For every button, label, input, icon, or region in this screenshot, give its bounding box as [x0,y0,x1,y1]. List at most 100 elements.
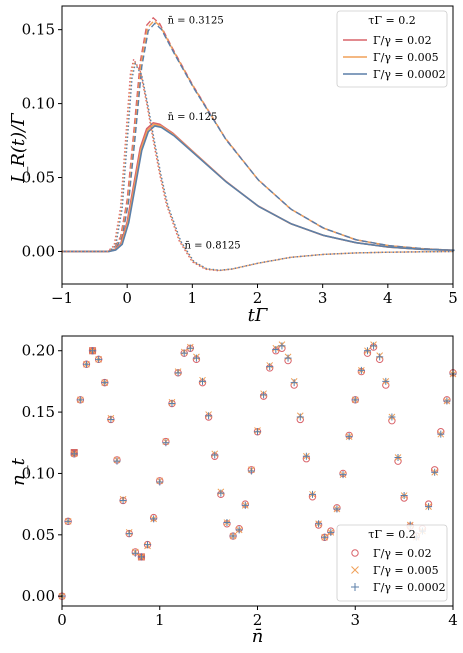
top-x-tick-label: 0 [122,289,132,307]
scatter-point-plus [437,430,445,438]
scatter-point-plus [357,366,365,374]
top-x-tick-label: 5 [448,289,458,307]
top-curve-1-series-3 [63,22,455,253]
bottom-x-tick-label: 3 [350,611,360,629]
scatter-point-plus [370,342,378,350]
bottom-legend-frame [336,524,448,602]
scatter-point-plus [388,413,396,421]
scatter-point-plus [443,397,451,405]
scatter-point-plus [131,549,139,557]
scatter-point-plus [278,342,286,350]
top-curve-annotation-2: n̄ = 0.125 [168,112,218,123]
bottom-x-tick-label: 2 [253,611,263,629]
top-legend-frame [336,10,448,88]
scatter-point-plus [290,379,298,387]
scatter-point-plus [321,533,329,541]
top-curve-2-series-2 [62,123,454,253]
scatter-point-plus [333,505,341,513]
bottom-y-axis-label: n_t [8,457,29,486]
top-x-tick-label: 4 [383,289,393,307]
scatter-point-plus [156,478,164,486]
top-legend-title: τΓ = 0.2 [368,14,415,27]
scatter-point-plus [223,519,231,527]
bottom-y-tick-label: 0.05 [22,526,55,544]
scatter-point-plus [64,517,72,525]
scatter-point-plus [205,412,213,420]
top-x-tick-label: 1 [188,289,198,307]
scatter-point-plus [394,454,402,461]
top-y-tick-label: 0.10 [22,95,55,113]
top-y-tick-label: 0.00 [22,242,55,260]
scatter-point-plus [431,468,439,476]
scatter-point-plus [180,349,188,357]
scatter-point-plus [382,377,390,385]
scatter-point-plus [125,530,133,538]
bottom-legend-label-3: Γ/γ = 0.0002 [373,581,446,594]
scatter-point-plus [137,553,145,561]
scatter-point-plus [266,363,274,371]
top-annotations: n̄ = 0.3125 n̄ = 0.125 n̄ = 0.8125 [168,16,241,252]
scatter-point-plus [89,347,97,355]
bottom-legend-label-1: Γ/γ = 0.02 [373,547,432,560]
scatter-point-plus [376,353,384,361]
scatter-point-plus [351,396,359,404]
scatter-point-plus [235,526,243,534]
bottom-x-tick-label: 0 [57,611,67,629]
bottom-y-tick-label: 0.10 [22,464,55,482]
top-curve-annotation-3: n̄ = 0.8125 [185,241,241,252]
top-legend-label-2: Γ/γ = 0.005 [373,51,439,64]
scatter-point-plus [144,541,152,549]
top-legend: τΓ = 0.2 Γ/γ = 0.02 Γ/γ = 0.005 Γ/γ = 0.… [336,10,448,88]
scatter-point-plus [296,413,304,421]
scatter-point-plus [168,400,176,407]
bottom-y-tick-label: 0.20 [22,342,55,360]
scatter-point-plus [284,354,292,362]
scatter-point-plus [400,492,408,500]
scatter-point-plus [260,391,268,399]
top-legend-label-3: Γ/γ = 0.0002 [373,68,446,81]
top-plot-marks [62,16,455,272]
bottom-x-axis-label: n̄ [252,626,264,647]
scatter-point-plus [113,457,121,465]
bottom-legend: τΓ = 0.2 Γ/γ = 0.02 Γ/γ = 0.005 Γ/γ = 0.… [336,524,448,602]
scatter-point-plus [211,451,219,459]
scatter-point-plus [302,452,310,460]
top-ticks: −1 0 1 2 3 4 5 0.00 0.05 0.10 0.15 [22,21,458,307]
scatter-point-plus [119,496,127,504]
top-curve-1-series-2 [62,19,454,253]
top-curve-annotation-1: n̄ = 0.3125 [168,16,224,27]
scatter-point-plus [95,355,103,363]
bottom-y-tick-label: 0.00 [22,587,55,605]
bottom-x-tick-label: 1 [155,611,165,629]
scatter-point-plus [363,347,371,355]
scatter-point-plus [70,450,78,458]
top-curve-2-series-1 [62,121,454,253]
scatter-point-plus [199,377,207,385]
scatter-point-plus [150,515,158,523]
bottom-ticks: 0 1 2 3 4 0.00 0.05 0.10 0.15 0.20 [22,342,458,629]
scatter-point-plus [272,346,280,353]
scatter-point-plus [229,532,237,540]
top-legend-label-1: Γ/γ = 0.02 [373,34,432,47]
top-x-tick-label: −1 [51,289,73,307]
scatter-point-plus [162,439,170,447]
top-y-axis-label: I_R(t)/Γ [8,112,29,184]
scatter-point-plus [217,489,225,497]
scatter-point-plus [425,503,433,511]
bottom-legend-title: τΓ = 0.2 [368,528,415,541]
scatter-point-plus [315,520,323,528]
bottom-x-tick-label: 4 [448,611,458,629]
bottom-legend-x-marker [351,566,359,574]
top-y-tick-label: 0.15 [22,21,55,39]
bottom-plot-marks [58,341,457,600]
bottom-panel: 0 1 2 3 4 0.00 0.05 0.10 0.15 0.20 n̄ n_t τΓ = 0.… [8,335,458,647]
scatter-point-plus [76,396,84,404]
scatter-point-plus [241,501,249,509]
scatter-point-plus [247,467,255,475]
bottom-legend-circle-marker [351,549,359,557]
scatter-point-plus [186,344,194,352]
scatter-point-plus [339,471,347,479]
bottom-legend-label-2: Γ/γ = 0.005 [373,564,439,577]
